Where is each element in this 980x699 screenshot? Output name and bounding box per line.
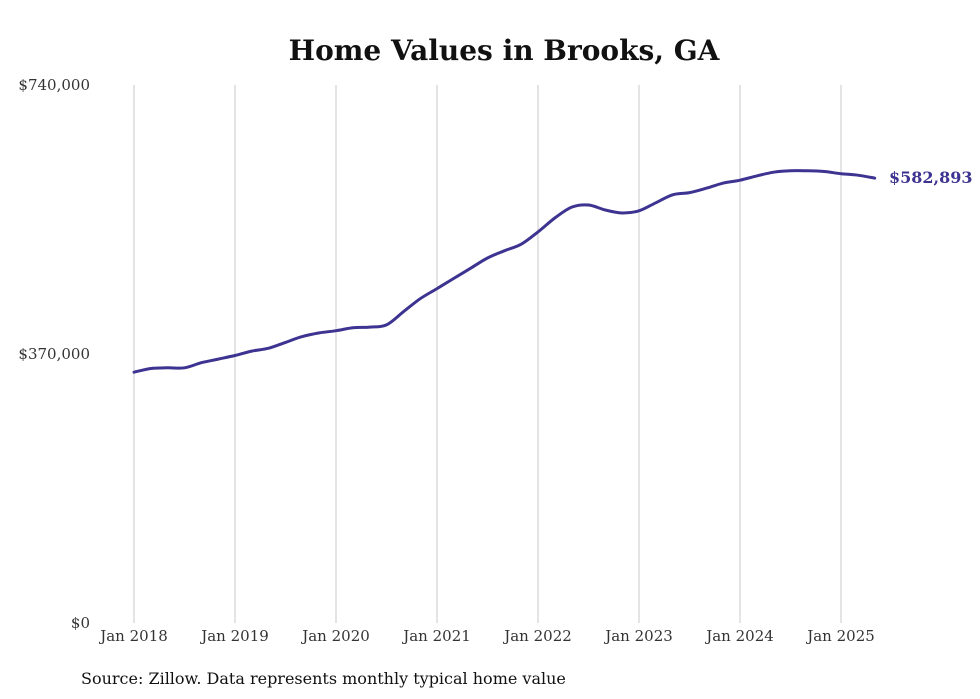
vertical-gridlines (133, 85, 842, 623)
x-tick-label: Jan 2022 (502, 627, 572, 645)
chart-title: Home Values in Brooks, GA (289, 34, 721, 67)
y-tick-label: $0 (71, 614, 90, 632)
x-tick-label: Jan 2020 (300, 627, 370, 645)
y-tick-label: $370,000 (18, 345, 90, 363)
x-tick-label: Jan 2018 (98, 627, 168, 645)
x-tick-label: Jan 2024 (704, 627, 774, 645)
x-tick-label: Jan 2019 (199, 627, 269, 645)
home-value-line (132, 169, 877, 374)
x-axis-ticks: Jan 2018 Jan 2019 Jan 2020 Jan 2021 Jan 2022… (98, 627, 875, 645)
x-tick-label: Jan 2025 (805, 627, 875, 645)
y-tick-label: $740,000 (18, 76, 90, 94)
y-axis-ticks: $0 $370,000 $740,000 (18, 76, 90, 632)
x-tick-label: Jan 2023 (603, 627, 673, 645)
source-note: Source: Zillow. Data represents monthly … (81, 669, 566, 688)
latest-value-label: $582,893 (889, 168, 973, 187)
x-tick-label: Jan 2021 (401, 627, 471, 645)
